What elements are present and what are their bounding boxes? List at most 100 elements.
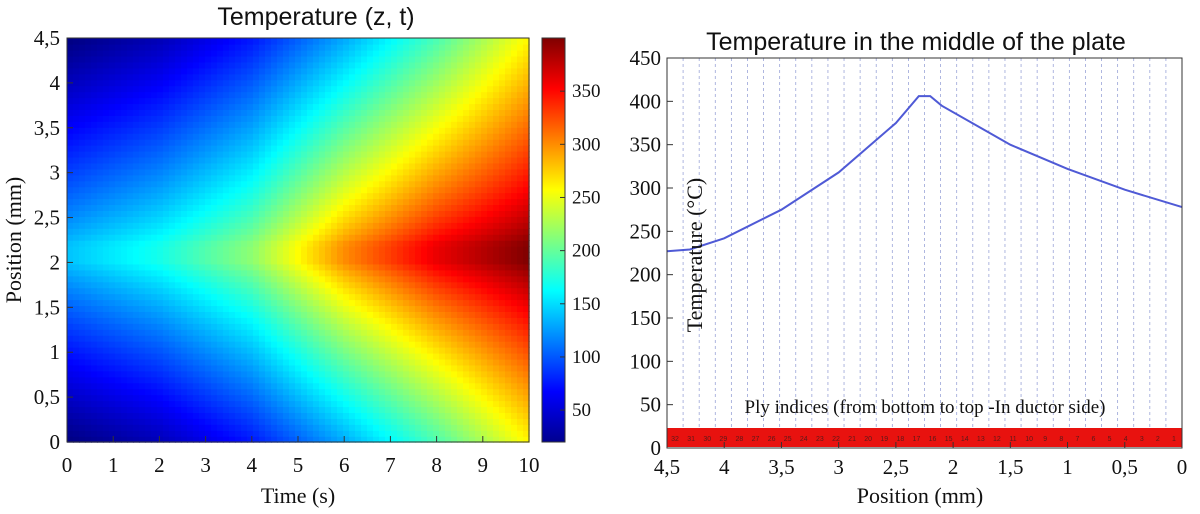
heatmap-cell (271, 412, 278, 419)
heatmap-cell (67, 269, 74, 277)
heatmap-cell (259, 418, 266, 425)
heatmap-cell (79, 222, 86, 229)
heatmap-cell (445, 257, 452, 265)
heatmap-cell (139, 281, 146, 289)
heatmap-cell (169, 418, 176, 425)
heatmap-cell (325, 121, 332, 128)
heatmap-cell (367, 317, 374, 324)
heatmap-cell (175, 388, 182, 396)
heatmap-cell (457, 335, 464, 342)
heatmap-cell (301, 103, 308, 110)
heatmap-cell (397, 210, 404, 217)
heatmap-cell (355, 305, 362, 312)
heatmap-cell (103, 150, 110, 158)
heatmap-cell (205, 139, 212, 146)
heatmap-cell (229, 139, 236, 146)
heatmap-cell (463, 358, 470, 366)
heatmap-cell (301, 299, 308, 307)
heatmap-cell (301, 43, 308, 51)
heatmap-cell (349, 204, 356, 211)
heatmap-cell (361, 317, 368, 324)
heatmap-cell (307, 180, 314, 188)
heatmap-cell (361, 382, 368, 390)
heatmap-cell (493, 73, 500, 81)
heatmap-cell (433, 55, 440, 63)
heatmap-cell (145, 150, 152, 158)
heatmap-cell (175, 311, 182, 318)
heatmap-cell (181, 418, 188, 425)
heatmap-cell (391, 388, 398, 396)
heatmap-cell (487, 257, 494, 265)
heatmap-cell (169, 412, 176, 419)
heatmap-cell (385, 97, 392, 105)
heatmap-cell (85, 168, 92, 176)
heatmap-cell (337, 144, 344, 152)
heatmap-cell (67, 400, 74, 408)
heatmap-cell (103, 287, 110, 295)
heatmap-cell (91, 103, 98, 110)
heatmap-cell (313, 109, 320, 116)
heatmap-cell (433, 61, 440, 69)
heatmap-cell (499, 49, 506, 57)
heatmap-cell (247, 305, 254, 312)
heatmap-cell (295, 424, 302, 431)
heatmap-cell (349, 281, 356, 289)
heatmap-cell (163, 424, 170, 431)
heatmap-cell (457, 305, 464, 312)
heatmap-cell (475, 376, 482, 384)
heatmap-cell (355, 412, 362, 419)
heatmap-cell (439, 168, 446, 176)
heatmap-cell (265, 67, 272, 75)
heatmap-cell (379, 370, 386, 378)
heatmap-cell (325, 73, 332, 81)
heatmap-cell (103, 228, 110, 235)
heatmap-cell (235, 364, 242, 372)
heatmap-cell (109, 43, 116, 51)
heatmap-cell (301, 311, 308, 318)
heatmap-cell (247, 198, 254, 206)
heatmap-cell (103, 335, 110, 342)
heatmap-cell (451, 192, 458, 200)
heatmap-cell (409, 180, 416, 188)
heatmap-cell (403, 49, 410, 57)
heatmap-cell (289, 269, 296, 277)
heatmap-cell (379, 424, 386, 431)
heatmap-cell (139, 352, 146, 360)
heatmap-cell (469, 210, 476, 217)
heatmap-cell (181, 263, 188, 271)
heatmap-cell (409, 79, 416, 87)
heatmap-cell (217, 305, 224, 312)
heatmap-cell (259, 198, 266, 206)
heatmap-cell (433, 305, 440, 312)
heatmap-cell (175, 329, 182, 336)
heatmap-cell (385, 55, 392, 63)
heatmap-cell (205, 61, 212, 69)
heatmap-cell (139, 323, 146, 330)
heatmap-cell (367, 352, 374, 360)
heatmap-cell (265, 38, 272, 45)
heatmap-cell (211, 234, 218, 241)
heatmap-cell (487, 222, 494, 229)
heatmap-cell (199, 38, 206, 45)
heatmap-cell (79, 364, 86, 372)
heatmap-cell (373, 73, 380, 81)
heatmap-cell (223, 133, 230, 140)
heatmap-cell (217, 275, 224, 283)
heatmap-cell (283, 103, 290, 110)
heatmap-cell (373, 222, 380, 229)
heatmap-cell (343, 240, 350, 247)
heatmap-cell (187, 400, 194, 408)
heatmap-cell (103, 156, 110, 164)
heatmap-cell (85, 85, 92, 93)
heatmap-cell (217, 55, 224, 63)
heatmap-cell (307, 251, 314, 259)
heatmap-cell (133, 388, 140, 396)
heatmap-cell (175, 335, 182, 342)
heatmap-cell (343, 430, 350, 437)
heatmap-cell (181, 352, 188, 360)
heatmap-cell (223, 97, 230, 105)
heatmap-cell (115, 38, 122, 45)
heatmap-cell (217, 38, 224, 45)
heatmap-cell (193, 186, 200, 194)
heatmap-cell (223, 263, 230, 271)
